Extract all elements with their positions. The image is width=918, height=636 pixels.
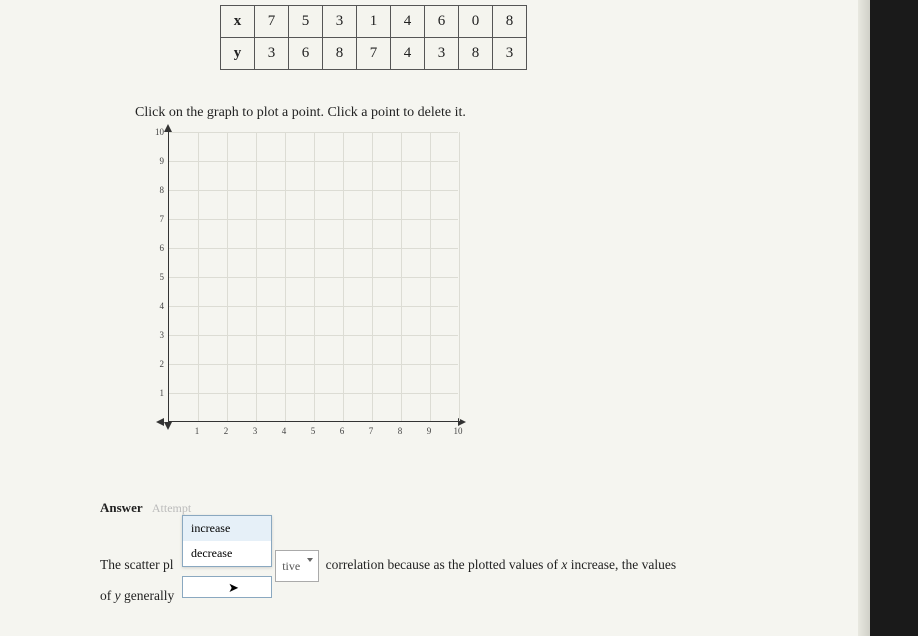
x-tick-label: 6 <box>332 426 352 436</box>
answer-heading: Answer Attempt <box>100 500 191 516</box>
table-cell: 0 <box>459 6 493 38</box>
correlation-type-dropdown[interactable]: tive <box>275 550 319 582</box>
table-cell: 6 <box>425 6 459 38</box>
gridline-h <box>169 248 458 249</box>
x-tick-label: 5 <box>303 426 323 436</box>
sentence-text: The scatter pl <box>100 557 173 572</box>
gridline-v <box>430 132 431 421</box>
page-edge <box>858 0 870 636</box>
table-cell: 3 <box>323 6 357 38</box>
arrow-left-icon <box>156 418 164 426</box>
table-cell: 4 <box>391 38 425 70</box>
table-cell: 8 <box>459 38 493 70</box>
trend-dropdown-field[interactable] <box>182 576 272 598</box>
cursor-icon: ➤ <box>228 580 239 596</box>
x-tick-label: 1 <box>187 426 207 436</box>
attempt-label: Attempt <box>152 501 191 515</box>
y-tick-label: 8 <box>140 185 164 195</box>
x-tick-label: 2 <box>216 426 236 436</box>
gridline-h <box>169 219 458 220</box>
y-tick-label: 4 <box>140 301 164 311</box>
y-tick-label: 10 <box>140 127 164 137</box>
gridline-v <box>343 132 344 421</box>
x-tick-label: 9 <box>419 426 439 436</box>
gridline-h <box>169 190 458 191</box>
table-row: x 7 5 3 1 4 6 0 8 <box>221 6 527 38</box>
table-cell: 7 <box>255 6 289 38</box>
plot-area[interactable] <box>168 132 458 422</box>
y-tick-label: 3 <box>140 330 164 340</box>
scatter-graph[interactable]: 12345678910 12345678910 <box>128 122 468 462</box>
y-tick-label: 7 <box>140 214 164 224</box>
y-tick-label: 5 <box>140 272 164 282</box>
gridline-v <box>372 132 373 421</box>
table-cell: 8 <box>323 38 357 70</box>
x-tick-label: 3 <box>245 426 265 436</box>
sentence-text: generally <box>121 588 175 603</box>
worksheet-page: x 7 5 3 1 4 6 0 8 y 3 6 8 7 4 3 8 3 Clic… <box>0 0 870 636</box>
row-label-y: y <box>221 38 255 70</box>
table-row: y 3 6 8 7 4 3 8 3 <box>221 38 527 70</box>
y-tick-label: 2 <box>140 359 164 369</box>
table-cell: 4 <box>391 6 425 38</box>
row-label-x: x <box>221 6 255 38</box>
y-tick-label: 9 <box>140 156 164 166</box>
table-cell: 3 <box>425 38 459 70</box>
table-cell: 3 <box>255 38 289 70</box>
x-tick-label: 8 <box>390 426 410 436</box>
trend-dropdown-open[interactable]: increase decrease <box>182 515 272 567</box>
gridline-h <box>169 132 458 133</box>
gridline-h <box>169 161 458 162</box>
x-tick-label: 7 <box>361 426 381 436</box>
arrow-up-icon <box>164 124 172 132</box>
table-cell: 5 <box>289 6 323 38</box>
y-tick-label: 1 <box>140 388 164 398</box>
table-cell: 8 <box>493 6 527 38</box>
y-tick-label: 6 <box>140 243 164 253</box>
gridline-v <box>459 132 460 421</box>
gridline-v <box>401 132 402 421</box>
xy-data-table: x 7 5 3 1 4 6 0 8 y 3 6 8 7 4 3 8 3 <box>220 5 527 70</box>
sentence-text: increase, the values <box>567 557 676 572</box>
sentence-text: of <box>100 588 115 603</box>
answer-label: Answer <box>100 500 143 515</box>
table-cell: 1 <box>357 6 391 38</box>
arrow-down-icon <box>164 422 172 430</box>
table-cell: 7 <box>357 38 391 70</box>
table-cell: 3 <box>493 38 527 70</box>
dropdown-option-increase[interactable]: increase <box>183 516 271 541</box>
graph-instruction: Click on the graph to plot a point. Clic… <box>135 105 466 121</box>
sentence-text: correlation because as the plotted value… <box>326 557 562 572</box>
dropdown-option-decrease[interactable]: decrease <box>183 541 271 566</box>
gridline-h <box>169 277 458 278</box>
table-cell: 6 <box>289 38 323 70</box>
x-tick-label: 10 <box>448 426 468 436</box>
x-tick-label: 4 <box>274 426 294 436</box>
